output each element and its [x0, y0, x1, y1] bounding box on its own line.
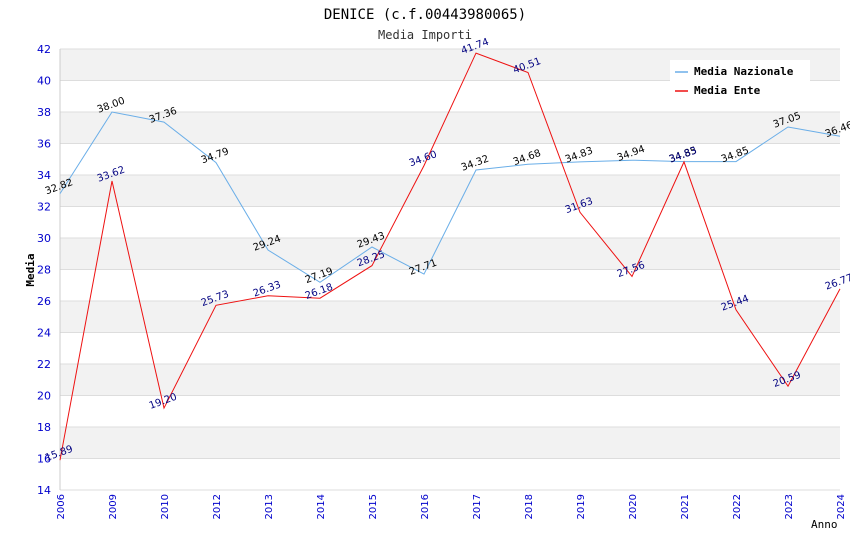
background-band [60, 112, 840, 144]
x-tick-label: 2022 [732, 494, 743, 519]
y-tick-label: 16 [37, 453, 51, 466]
y-tick-label: 26 [37, 295, 51, 308]
background-band [60, 238, 840, 270]
y-tick-label: 22 [37, 358, 51, 371]
y-tick-label: 30 [37, 232, 51, 245]
x-tick-label: 2013 [264, 494, 275, 519]
series-lines [59, 52, 841, 461]
y-axis-label: Media [24, 253, 37, 286]
legend-label-media-nazionale: Media Nazionale [694, 65, 794, 78]
series-line-media-nazionale [59, 111, 841, 283]
background-band [60, 395, 840, 427]
background-band [60, 175, 840, 207]
y-tick-label: 28 [37, 264, 51, 277]
y-tick-label: 32 [37, 201, 51, 214]
x-tick-label: 2006 [56, 494, 67, 519]
legend-box [670, 60, 810, 102]
y-tick-label: 36 [37, 138, 51, 151]
x-tick-label: 2009 [108, 494, 119, 519]
y-tick-label: 40 [37, 75, 51, 88]
background-band [60, 427, 840, 459]
x-tick-label: 2012 [212, 494, 223, 519]
background-band [60, 332, 840, 364]
x-tick-label: 2019 [576, 494, 587, 519]
gridlines [60, 48, 840, 491]
x-tick-label: 2021 [680, 494, 691, 519]
chart-title: DENICE (c.f.00443980065) [324, 7, 526, 23]
y-tick-label: 18 [37, 421, 51, 434]
x-tick-label: 2020 [628, 494, 639, 519]
y-tick-label: 24 [37, 327, 51, 340]
y-tick-label: 34 [37, 169, 51, 182]
background-band [60, 458, 840, 490]
background-band [60, 301, 840, 333]
y-tick-label: 20 [37, 390, 51, 403]
x-tick-label: 2024 [836, 494, 847, 519]
x-ticks: 2006 2009 2010 2012 2013 2014 2015 2016 2017 2018… [56, 494, 847, 519]
chart-subtitle: Media Importi [378, 28, 472, 42]
background-band [60, 364, 840, 396]
x-tick-label: 2018 [524, 494, 535, 519]
series-line-media-ente [59, 52, 841, 461]
legend: Media Nazionale Media Ente [670, 60, 810, 102]
x-tick-label: 2010 [160, 494, 171, 519]
y-tick-label: 38 [37, 106, 51, 119]
legend-label-media-ente: Media Ente [694, 84, 761, 97]
background-bands [60, 49, 840, 490]
y-ticks: 14 16 18 20 22 24 26 28 30 32 34 36 38 40 42 [37, 43, 51, 497]
x-tick-label: 2023 [784, 494, 795, 519]
y-tick-label: 42 [37, 43, 51, 56]
x-tick-label: 2017 [472, 494, 483, 519]
x-axis-label: Anno [811, 518, 838, 531]
background-band [60, 143, 840, 175]
x-tick-label: 2016 [420, 494, 431, 519]
background-band [60, 269, 840, 301]
x-tick-label: 2015 [368, 494, 379, 519]
y-tick-label: 14 [37, 484, 51, 497]
x-tick-label: 2014 [316, 494, 327, 519]
